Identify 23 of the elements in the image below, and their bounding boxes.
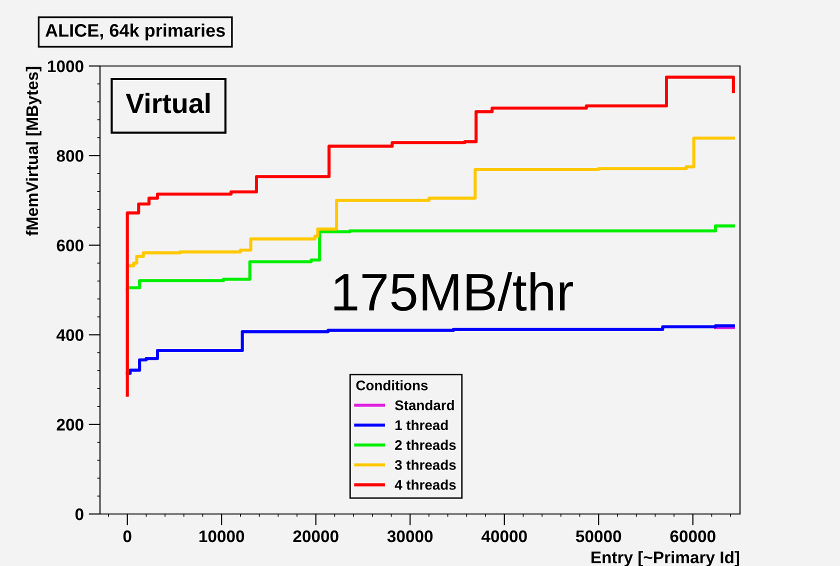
x-tick-label: 20000 [293, 530, 338, 542]
annotation: 175MB/thr [334, 272, 574, 311]
x-tick-label: 50000 [576, 530, 622, 542]
y-tick-label: 800 [56, 150, 84, 162]
y-tick-label: 400 [56, 329, 84, 342]
x-tick-label: 30000 [387, 530, 433, 542]
x-tick-label: 0 [123, 530, 132, 542]
y-axis-title: fMemVirtual [MBytes] [26, 66, 42, 236]
y-tick-label: 200 [56, 418, 84, 431]
legend-title: Conditions [356, 380, 428, 390]
legend-label: 1 thread [395, 420, 448, 430]
y-tick-label: 0 [75, 508, 84, 520]
x-tick-label: 60000 [670, 530, 716, 542]
legend-label: 3 threads [394, 460, 456, 470]
x-tick-label: 10000 [199, 530, 244, 542]
legend-label: 4 threads [394, 480, 456, 490]
legend-label: 2 threads [395, 440, 456, 450]
chart-title: ALICE, 64k primaries [45, 24, 225, 40]
y-tick-label: 600 [56, 240, 84, 252]
annotation: Virtual [126, 92, 210, 114]
x-tick-label: 40000 [481, 530, 527, 542]
y-tick-label: 1000 [48, 60, 84, 72]
legend-label: Standard [394, 400, 454, 410]
